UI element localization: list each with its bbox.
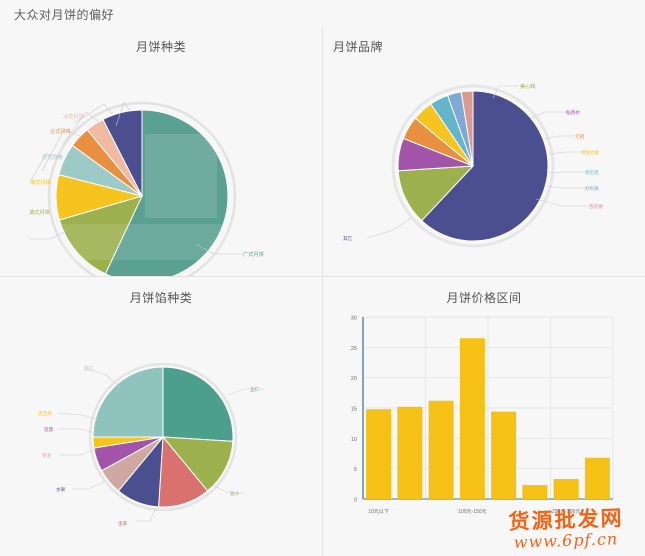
x-axis-ticks: 10元以下 100元-150元 250元-300元 <box>368 509 580 515</box>
pie-slice-1[interactable] <box>161 436 234 492</box>
pie-label-filling-6: 黑芝麻 <box>38 410 52 417</box>
pie-slice-7[interactable] <box>460 90 474 167</box>
pie-label-types-5: 冰皮月饼 <box>63 112 84 120</box>
pie-slices-filling <box>92 366 234 508</box>
panel-title-types: 月饼种类 <box>135 40 186 54</box>
chart-mooncake-types: 广式月饼 滇式月饼 潮式月饼 苏式月饼 台式月饼 冰皮月饼 其它 <box>0 26 322 276</box>
panel-mooncake-filling: 月饼馅种类 五仁 豆沙 蛋黄 <box>0 277 323 556</box>
x-tick-1: 100元-150元 <box>458 509 486 515</box>
pie-label-filling-0: 五仁 <box>250 386 260 392</box>
panel-mooncake-price: 月饼价格区间 <box>323 277 645 556</box>
chart-mooncake-brands: 美心和 稻香村 元祖 哈根达斯 星巴克 好利来 杏花楼 其它 <box>323 26 645 276</box>
bar-5[interactable] <box>522 485 548 499</box>
pie-labels-filling: 五仁 豆沙 蛋黄 水果 枣泥 莲蓉 黑芝麻 其它 <box>38 365 260 527</box>
pie-label-types-0: 广式月饼 <box>243 250 264 258</box>
bar-6[interactable] <box>553 478 579 499</box>
x-tick-0: 10元以下 <box>368 509 389 515</box>
bar-3[interactable] <box>459 338 485 499</box>
page-title: 大众对月饼的偏好 <box>14 8 115 22</box>
pie-slice-1[interactable] <box>58 195 143 275</box>
bar-2[interactable] <box>428 400 454 499</box>
pie-slice-6[interactable] <box>102 109 143 197</box>
panel-title-price: 月饼价格区间 <box>446 291 522 305</box>
dashboard-grid: 月饼种类 <box>0 26 645 556</box>
y-tick-30: 30 <box>351 316 357 322</box>
y-axis-ticks: 0 5 10 15 20 25 30 <box>351 316 357 504</box>
bar-4[interactable] <box>491 411 517 499</box>
pie-slices-types <box>55 109 229 277</box>
pie-label-filling-1: 豆沙 <box>230 491 240 496</box>
pie-labels-brands: 美心和 稻香村 元祖 哈根达斯 星巴克 好利来 杏花楼 其它 <box>343 82 603 242</box>
pie-slice-0[interactable] <box>104 109 229 277</box>
bar-1[interactable] <box>397 406 423 499</box>
pie-slice-0[interactable] <box>162 366 234 442</box>
pie-label-brands-6: 好利来 <box>585 185 599 192</box>
pie-label-brands-3: 元祖 <box>575 133 585 140</box>
bar-0[interactable] <box>366 409 392 499</box>
panel-mooncake-brands: 月饼品牌 美心和 稻香村 <box>323 26 645 277</box>
bars <box>366 338 610 499</box>
pie-label-brands-1: 美心和 <box>520 82 536 90</box>
pie-label-brands-5: 星巴克 <box>585 170 599 176</box>
pie-label-filling-5: 莲蓉 <box>44 426 54 433</box>
x-tick-2: 250元-300元 <box>552 509 580 515</box>
pie-label-types-1: 滇式月饼 <box>29 208 50 216</box>
pie-label-brands-7: 杏花楼 <box>589 203 603 210</box>
y-tick-0: 0 <box>354 498 357 504</box>
y-tick-15: 15 <box>351 407 357 413</box>
y-tick-5: 5 <box>354 467 357 473</box>
pie-label-types-4: 台式月饼 <box>50 127 71 135</box>
pie-label-brands-4: 哈根达斯 <box>581 149 600 156</box>
panel-title-filling: 月饼馅种类 <box>129 291 193 305</box>
pie-labels-types: 广式月饼 滇式月饼 潮式月饼 苏式月饼 台式月饼 冰皮月饼 其它 <box>29 112 264 258</box>
pie-slice-0[interactable] <box>420 90 549 242</box>
pie-label-filling-2: 蛋黄 <box>118 520 128 527</box>
panel-mooncake-types: 月饼种类 <box>0 26 323 277</box>
panel-title-brands: 月饼品牌 <box>333 40 384 54</box>
pie-label-types-2: 潮式月饼 <box>30 178 51 186</box>
pie-label-filling-7: 其它 <box>84 365 94 372</box>
pie-label-types-6: 其它 <box>117 123 127 131</box>
chart-mooncake-price: 0 5 10 15 20 25 30 10元以下 100元-150元 250元-300元 <box>323 277 645 556</box>
pie-label-filling-4: 枣泥 <box>42 452 52 459</box>
pie-slice-7[interactable] <box>92 366 164 438</box>
y-tick-10: 10 <box>351 437 357 443</box>
chart-mooncake-filling: 五仁 豆沙 蛋黄 水果 枣泥 莲蓉 黑芝麻 其它 <box>0 277 322 556</box>
pie-label-brands-0: 其它 <box>343 235 353 242</box>
bar-7[interactable] <box>584 457 610 499</box>
pie-label-brands-2: 稻香村 <box>566 109 580 116</box>
pie-label-filling-3: 水果 <box>56 486 66 493</box>
pie-label-types-3: 苏式月饼 <box>42 153 63 161</box>
y-tick-25: 25 <box>351 346 357 352</box>
pie-slices-brands <box>397 90 549 242</box>
y-tick-20: 20 <box>351 376 357 382</box>
